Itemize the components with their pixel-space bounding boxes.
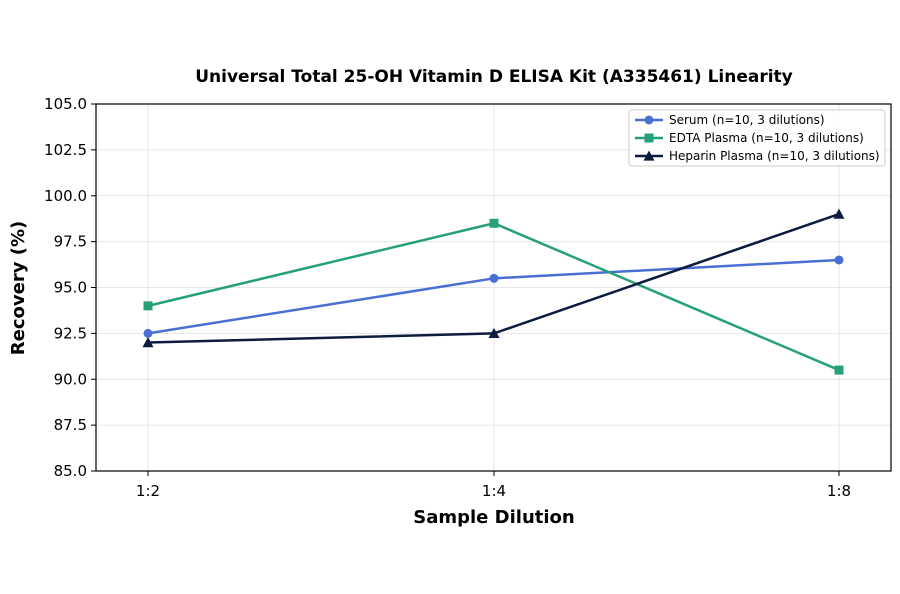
legend-label: Heparin Plasma (n=10, 3 dilutions) [669, 149, 880, 163]
x-axis-label: Sample Dilution [413, 507, 574, 528]
y-tick-label: 90.0 [54, 370, 87, 388]
series-1 [143, 218, 844, 375]
y-tick-label: 100.0 [44, 187, 87, 205]
legend-label: Serum (n=10, 3 dilutions) [669, 113, 825, 127]
x-tick-label: 1:2 [136, 482, 160, 500]
data-point [488, 327, 500, 339]
y-tick-label: 85.0 [54, 462, 87, 480]
series-layer [142, 208, 845, 375]
y-tick-label: 87.5 [54, 416, 87, 434]
x-tick-label: 1:8 [827, 482, 851, 500]
y-tick-label: 92.5 [54, 324, 87, 342]
data-point [143, 301, 153, 311]
data-point [143, 328, 153, 338]
legend-marker [644, 115, 654, 125]
legend-marker [643, 150, 655, 161]
series-2 [142, 208, 845, 348]
legend-box [628, 109, 886, 167]
axis-ticks: 85.0 87.5 90.0 92.5 95.0 97.5 100.0 102.5 105.0 1… [44, 95, 851, 500]
y-tick-label: 102.5 [44, 141, 87, 159]
legend-entry: EDTA Plasma (n=10, 3 dilutions) [635, 131, 864, 145]
y-tick-label: 105.0 [44, 95, 87, 113]
data-point [489, 273, 499, 283]
legend-label: EDTA Plasma (n=10, 3 dilutions) [669, 131, 864, 145]
legend-marker [644, 133, 654, 143]
legend: Serum (n=10, 3 dilutions) EDTA Plasma (n=… [628, 109, 886, 167]
data-point [834, 365, 844, 375]
y-tick-label: 95.0 [54, 279, 87, 297]
y-tick-label: 97.5 [54, 233, 87, 251]
data-point [142, 337, 154, 348]
legend-entry: Serum (n=10, 3 dilutions) [635, 113, 825, 127]
chart-title: Universal Total 25-OH Vitamin D ELISA Ki… [195, 67, 793, 87]
data-point [489, 218, 499, 228]
legend-entry: Heparin Plasma (n=10, 3 dilutions) [635, 149, 880, 163]
data-point [834, 255, 844, 265]
series-0 [143, 255, 844, 338]
data-point [833, 208, 845, 219]
y-axis-label: Recovery (%) [8, 221, 29, 355]
x-tick-label: 1:4 [482, 482, 506, 500]
